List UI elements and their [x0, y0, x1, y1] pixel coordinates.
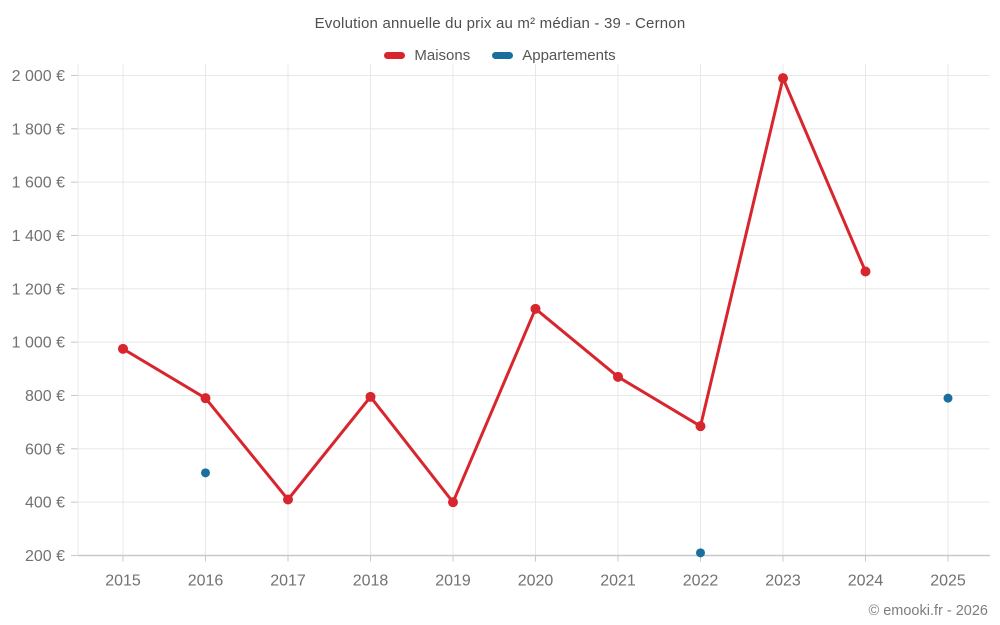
- copyright-note: © emooki.fr - 2026: [868, 603, 988, 619]
- legend-label-maisons: Maisons: [414, 46, 471, 64]
- svg-text:2022: 2022: [683, 573, 719, 590]
- chart-title: Evolution annuelle du prix au m² médian …: [314, 15, 686, 32]
- legend-item-maisons[interactable]: Maisons: [384, 47, 470, 64]
- svg-text:2020: 2020: [518, 573, 554, 590]
- svg-text:2 000 €: 2 000 €: [12, 68, 65, 85]
- svg-text:1 200 €: 1 200 €: [12, 281, 65, 298]
- svg-text:2018: 2018: [353, 573, 389, 590]
- svg-text:2017: 2017: [270, 573, 306, 590]
- svg-text:600 €: 600 €: [25, 441, 65, 458]
- svg-text:2015: 2015: [105, 573, 141, 590]
- svg-text:2024: 2024: [848, 573, 884, 590]
- appartements-swatch-icon: [492, 51, 514, 59]
- svg-text:1 800 €: 1 800 €: [12, 121, 65, 138]
- maisons-swatch-icon: [384, 51, 406, 59]
- legend-label-appartements: Appartements: [522, 46, 616, 64]
- svg-text:400 €: 400 €: [25, 495, 65, 512]
- svg-text:1 600 €: 1 600 €: [12, 175, 65, 192]
- svg-text:2025: 2025: [930, 573, 966, 590]
- svg-text:1 400 €: 1 400 €: [12, 228, 65, 245]
- chart-legend: Maisons Appartements: [0, 45, 1000, 65]
- svg-text:2019: 2019: [435, 573, 471, 590]
- svg-text:2021: 2021: [600, 573, 636, 590]
- svg-text:2016: 2016: [188, 573, 224, 590]
- svg-text:1 000 €: 1 000 €: [12, 335, 65, 352]
- svg-text:200 €: 200 €: [25, 548, 65, 565]
- legend-item-appartements[interactable]: Appartements: [492, 46, 616, 64]
- svg-text:2023: 2023: [765, 573, 801, 590]
- svg-text:800 €: 800 €: [25, 388, 65, 405]
